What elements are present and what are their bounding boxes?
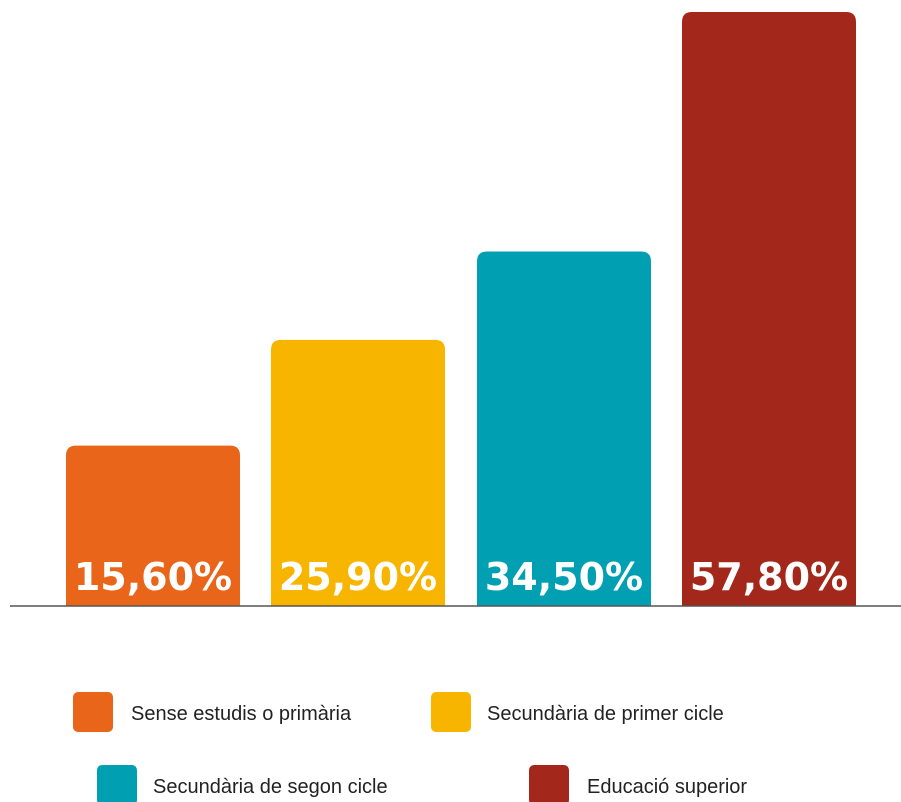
bar-value-label-1: 15,60% [74, 555, 232, 599]
bar-value-label-4: 57,80% [690, 555, 848, 599]
legend-swatch-3 [97, 765, 137, 802]
bar-value-label-2: 25,90% [279, 555, 437, 599]
legend-swatch-2 [431, 692, 471, 732]
legend-label-1: Sense estudis o primària [131, 703, 352, 725]
bar-3 [477, 251, 651, 606]
bar-4 [682, 12, 856, 606]
legend: Sense estudis o primària Secundària de pr… [73, 692, 747, 802]
bar-value-label-3: 34,50% [485, 555, 643, 599]
legend-label-2: Secundària de primer cicle [487, 703, 724, 725]
bar-2 [271, 339, 445, 606]
legend-swatch-4 [529, 765, 569, 802]
bar-1 [66, 445, 240, 606]
bars-group: 15,60% 25,90% 34,50% 57,80% [66, 12, 856, 606]
legend-label-3: Secundària de segon cicle [153, 776, 388, 798]
legend-label-4: Educació superior [587, 776, 747, 798]
legend-swatch-1 [73, 692, 113, 732]
